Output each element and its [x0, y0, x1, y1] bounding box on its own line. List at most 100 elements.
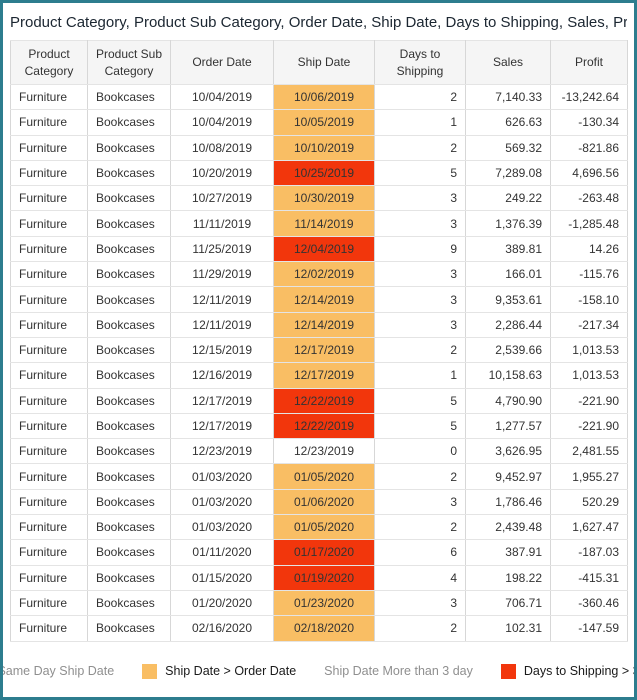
- cell-product-sub-category[interactable]: Bookcases: [87, 235, 171, 263]
- column-header-product-category[interactable]: Product Category: [10, 40, 88, 85]
- cell-product-category[interactable]: Furniture: [10, 134, 88, 161]
- cell-profit[interactable]: 14.26: [550, 235, 628, 263]
- cell-sales[interactable]: 706.71: [465, 589, 551, 617]
- cell-ship-date[interactable]: 01/05/2020: [273, 514, 375, 541]
- cell-profit[interactable]: -147.59: [550, 615, 628, 642]
- cell-days-to-shipping[interactable]: 3: [374, 210, 466, 237]
- cell-product-category[interactable]: Furniture: [10, 286, 88, 313]
- cell-days-to-shipping[interactable]: 2: [374, 615, 466, 642]
- cell-order-date[interactable]: 01/15/2020: [170, 564, 274, 591]
- cell-product-category[interactable]: Furniture: [10, 387, 88, 414]
- cell-product-category[interactable]: Furniture: [10, 235, 88, 263]
- cell-product-category[interactable]: Furniture: [10, 159, 88, 187]
- column-header-product-sub-category[interactable]: Product Sub Category: [87, 40, 171, 85]
- cell-ship-date[interactable]: 01/19/2020: [273, 564, 375, 591]
- cell-product-category[interactable]: Furniture: [10, 83, 88, 111]
- cell-days-to-shipping[interactable]: 3: [374, 589, 466, 617]
- cell-order-date[interactable]: 10/04/2019: [170, 109, 274, 136]
- cell-days-to-shipping[interactable]: 5: [374, 412, 466, 440]
- cell-ship-date[interactable]: 02/18/2020: [273, 615, 375, 642]
- cell-ship-date[interactable]: 12/14/2019: [273, 311, 375, 338]
- cell-product-category[interactable]: Furniture: [10, 412, 88, 440]
- cell-product-category[interactable]: Furniture: [10, 488, 88, 516]
- cell-ship-date[interactable]: 01/06/2020: [273, 488, 375, 516]
- cell-ship-date[interactable]: 11/14/2019: [273, 210, 375, 237]
- cell-profit[interactable]: -821.86: [550, 134, 628, 161]
- cell-profit[interactable]: -217.34: [550, 311, 628, 338]
- cell-profit[interactable]: -415.31: [550, 564, 628, 591]
- cell-ship-date[interactable]: 10/05/2019: [273, 109, 375, 136]
- cell-sales[interactable]: 7,289.08: [465, 159, 551, 187]
- legend-item-ship-date-more-than-3-day[interactable]: Ship Date More than 3 day: [324, 664, 473, 678]
- cell-product-category[interactable]: Furniture: [10, 438, 88, 465]
- cell-sales[interactable]: 249.22: [465, 185, 551, 212]
- cell-days-to-shipping[interactable]: 9: [374, 235, 466, 263]
- cell-product-category[interactable]: Furniture: [10, 564, 88, 591]
- cell-profit[interactable]: -263.48: [550, 185, 628, 212]
- cell-product-category[interactable]: Furniture: [10, 589, 88, 617]
- cell-profit[interactable]: -130.34: [550, 109, 628, 136]
- column-header-days-to-shipping[interactable]: Days to Shipping: [374, 40, 466, 85]
- cell-order-date[interactable]: 12/11/2019: [170, 286, 274, 313]
- cell-product-category[interactable]: Furniture: [10, 463, 88, 490]
- cell-order-date[interactable]: 12/17/2019: [170, 412, 274, 440]
- cell-days-to-shipping[interactable]: 1: [374, 109, 466, 136]
- cell-sales[interactable]: 102.31: [465, 615, 551, 642]
- cell-product-sub-category[interactable]: Bookcases: [87, 615, 171, 642]
- cell-sales[interactable]: 10,158.63: [465, 362, 551, 389]
- cell-days-to-shipping[interactable]: 3: [374, 261, 466, 288]
- cell-product-category[interactable]: Furniture: [10, 539, 88, 566]
- cell-order-date[interactable]: 10/27/2019: [170, 185, 274, 212]
- cell-ship-date[interactable]: 12/22/2019: [273, 412, 375, 440]
- cell-sales[interactable]: 2,439.48: [465, 514, 551, 541]
- cell-order-date[interactable]: 11/11/2019: [170, 210, 274, 237]
- cell-ship-date[interactable]: 12/17/2019: [273, 362, 375, 389]
- cell-product-sub-category[interactable]: Bookcases: [87, 438, 171, 465]
- cell-days-to-shipping[interactable]: 3: [374, 286, 466, 313]
- cell-ship-date[interactable]: 12/04/2019: [273, 235, 375, 263]
- cell-days-to-shipping[interactable]: 2: [374, 463, 466, 490]
- cell-product-sub-category[interactable]: Bookcases: [87, 286, 171, 313]
- column-header-ship-date[interactable]: Ship Date: [273, 40, 375, 85]
- cell-order-date[interactable]: 10/20/2019: [170, 159, 274, 187]
- cell-sales[interactable]: 2,539.66: [465, 336, 551, 364]
- cell-product-category[interactable]: Furniture: [10, 109, 88, 136]
- cell-ship-date[interactable]: 10/30/2019: [273, 185, 375, 212]
- cell-days-to-shipping[interactable]: 2: [374, 514, 466, 541]
- cell-product-sub-category[interactable]: Bookcases: [87, 463, 171, 490]
- cell-ship-date[interactable]: 01/05/2020: [273, 463, 375, 490]
- cell-product-sub-category[interactable]: Bookcases: [87, 83, 171, 111]
- cell-profit[interactable]: 4,696.56: [550, 159, 628, 187]
- cell-order-date[interactable]: 01/03/2020: [170, 488, 274, 516]
- cell-product-sub-category[interactable]: Bookcases: [87, 185, 171, 212]
- cell-product-sub-category[interactable]: Bookcases: [87, 488, 171, 516]
- legend-item-same-day-ship-date[interactable]: Same Day Ship Date: [3, 664, 114, 678]
- cell-sales[interactable]: 9,353.61: [465, 286, 551, 313]
- cell-sales[interactable]: 569.32: [465, 134, 551, 161]
- cell-sales[interactable]: 4,790.90: [465, 387, 551, 414]
- cell-product-category[interactable]: Furniture: [10, 261, 88, 288]
- cell-order-date[interactable]: 01/03/2020: [170, 514, 274, 541]
- cell-order-date[interactable]: 11/29/2019: [170, 261, 274, 288]
- cell-product-sub-category[interactable]: Bookcases: [87, 261, 171, 288]
- cell-days-to-shipping[interactable]: 3: [374, 488, 466, 516]
- cell-ship-date[interactable]: 01/23/2020: [273, 589, 375, 617]
- cell-profit[interactable]: -158.10: [550, 286, 628, 313]
- cell-days-to-shipping[interactable]: 6: [374, 539, 466, 566]
- cell-ship-date[interactable]: 12/22/2019: [273, 387, 375, 414]
- cell-profit[interactable]: 1,013.53: [550, 362, 628, 389]
- cell-days-to-shipping[interactable]: 2: [374, 336, 466, 364]
- cell-profit[interactable]: 1,627.47: [550, 514, 628, 541]
- cell-product-category[interactable]: Furniture: [10, 514, 88, 541]
- cell-product-category[interactable]: Furniture: [10, 185, 88, 212]
- cell-days-to-shipping[interactable]: 2: [374, 83, 466, 111]
- cell-profit[interactable]: 520.29: [550, 488, 628, 516]
- cell-product-sub-category[interactable]: Bookcases: [87, 387, 171, 414]
- cell-sales[interactable]: 7,140.33: [465, 83, 551, 111]
- cell-order-date[interactable]: 01/11/2020: [170, 539, 274, 566]
- cell-profit[interactable]: -1,285.48: [550, 210, 628, 237]
- cell-ship-date[interactable]: 10/10/2019: [273, 134, 375, 161]
- cell-days-to-shipping[interactable]: 0: [374, 438, 466, 465]
- cell-product-sub-category[interactable]: Bookcases: [87, 589, 171, 617]
- cell-days-to-shipping[interactable]: 5: [374, 387, 466, 414]
